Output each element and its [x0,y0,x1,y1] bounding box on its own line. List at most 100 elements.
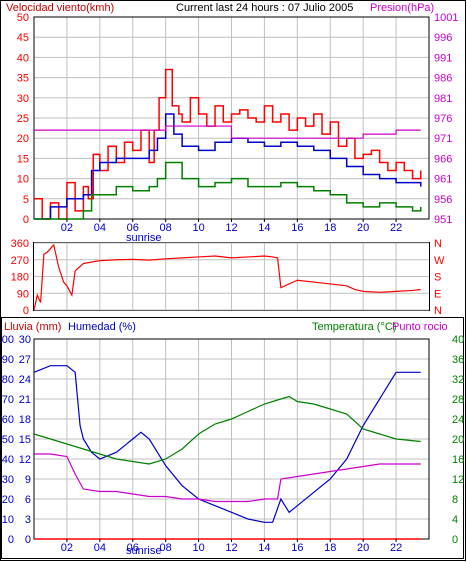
temperature-y-tick: 36 [452,354,464,366]
direction-y-tick: 180 [11,272,29,284]
bottom-x-tick: 06 [127,542,139,554]
wind-speed-series [34,68,422,220]
bottom-x-tick: 04 [94,542,106,554]
humidity-y-tick: 24 [19,374,31,386]
pressure-y-tick: 1001 [434,12,458,24]
pressure-label: Presion(hPa) [370,2,434,14]
wind-y-tick: 15 [17,153,29,165]
pressure-series [34,125,421,139]
wind-gust-series [34,113,422,220]
temperature-y-tick: 24 [452,414,464,426]
bottom-panel: Lluvia (mm) Humedad (%) Temperatura (°C)… [0,317,464,559]
pressure-y-tick: 956 [434,194,452,206]
rain-y-tick: 80 [2,374,14,386]
wind-min-series [34,161,422,220]
temperature-y-tick: 4 [452,514,458,526]
temperature-y-tick: 16 [452,454,464,466]
temperature-y-tick: 0 [452,534,458,546]
pressure-y-tick: 966 [434,153,452,165]
wind-y-tick: 0 [23,214,29,226]
top-x-tick: 12 [225,222,237,234]
wind-y-tick: 25 [17,113,29,125]
top-x-tick: 22 [390,222,402,234]
compass-y-tick: S [434,272,441,284]
rain-y-tick: 20 [2,494,14,506]
rain-y-tick: 30 [2,474,14,486]
humidity-y-tick: 3 [25,514,31,526]
bottom-x-tick: 08 [160,542,172,554]
rain-y-tick: 90 [2,354,14,366]
compass-y-tick: W [434,255,445,267]
top-x-tick: 10 [192,222,204,234]
wind-direction-series [33,243,421,311]
temperature-y-tick: 8 [452,494,458,506]
wind-speed-label: Velocidad viento(kmh) [6,2,114,14]
bottom-x-tick: 10 [192,542,204,554]
humidity-y-tick: 9 [25,474,31,486]
pressure-y-tick: 971 [434,133,452,145]
temperature-series [33,395,421,465]
pressure-y-tick: 981 [434,93,452,105]
bottom-x-tick: 18 [324,542,336,554]
humidity-label: Humedad (%) [68,321,136,333]
dew-point-label: Punto rocio [392,321,448,333]
rain-y-tick: 50 [2,434,14,446]
temperature-y-tick: 20 [452,434,464,446]
humidity-y-tick: 0 [25,534,31,546]
dew-point-series [34,453,421,503]
rain-label: Lluvia (mm) [4,321,61,333]
pressure-y-tick: 961 [434,174,452,186]
bottom-x-tick: 02 [61,542,73,554]
top-panel: Velocidad viento(kmh) Current last 24 ho… [6,2,458,244]
sunrise-label-bottom: sunrise [126,545,161,557]
sunrise-label-top: sunrise [126,232,161,244]
compass-y-tick: N [434,305,442,317]
top-x-tick: 18 [324,222,336,234]
temperature-label: Temperatura (°C) [312,321,396,333]
rain-y-tick: 100 [0,334,14,346]
temperature-y-tick: 32 [452,374,464,386]
wind-y-tick: 35 [17,73,29,85]
direction-y-tick: 270 [11,255,29,267]
rain-y-tick: 40 [2,454,14,466]
wind-y-tick: 5 [23,194,29,206]
bottom-x-tick: 12 [225,542,237,554]
top-x-tick: 02 [61,222,73,234]
top-x-tick: 06 [127,222,139,234]
wind-y-tick: 40 [17,52,29,64]
pressure-y-tick: 991 [434,52,452,64]
top-x-tick: 16 [291,222,303,234]
top-x-tick: 20 [357,222,369,234]
wind-y-tick: 50 [17,12,29,24]
wind-y-tick: 20 [17,133,29,145]
compass-y-tick: E [434,288,441,300]
humidity-y-tick: 21 [19,394,31,406]
rain-y-tick: 60 [2,414,14,426]
bottom-x-tick: 14 [258,542,270,554]
compass-y-tick: N [434,238,442,250]
temperature-y-tick: 28 [452,394,464,406]
top-x-tick: 08 [160,222,172,234]
top-x-tick: 04 [94,222,106,234]
rain-y-tick: 70 [2,394,14,406]
top-title: Current last 24 hours : 07 Julio 2005 [176,2,353,14]
humidity-y-tick: 27 [19,354,31,366]
bottom-x-tick: 20 [357,542,369,554]
pressure-y-tick: 986 [434,73,452,85]
bottom-x-tick: 22 [390,542,402,554]
humidity-y-tick: 30 [19,334,31,346]
pressure-y-tick: 976 [434,113,452,125]
wind-y-tick: 10 [17,174,29,186]
direction-y-tick: 90 [17,288,29,300]
bottom-panel-frame [1,317,464,559]
humidity-y-tick: 12 [19,454,31,466]
wind-y-tick: 30 [17,93,29,105]
direction-y-tick: 360 [11,238,29,250]
rain-y-tick: 10 [2,514,14,526]
humidity-y-tick: 18 [19,414,31,426]
bottom-x-tick: 16 [291,542,303,554]
